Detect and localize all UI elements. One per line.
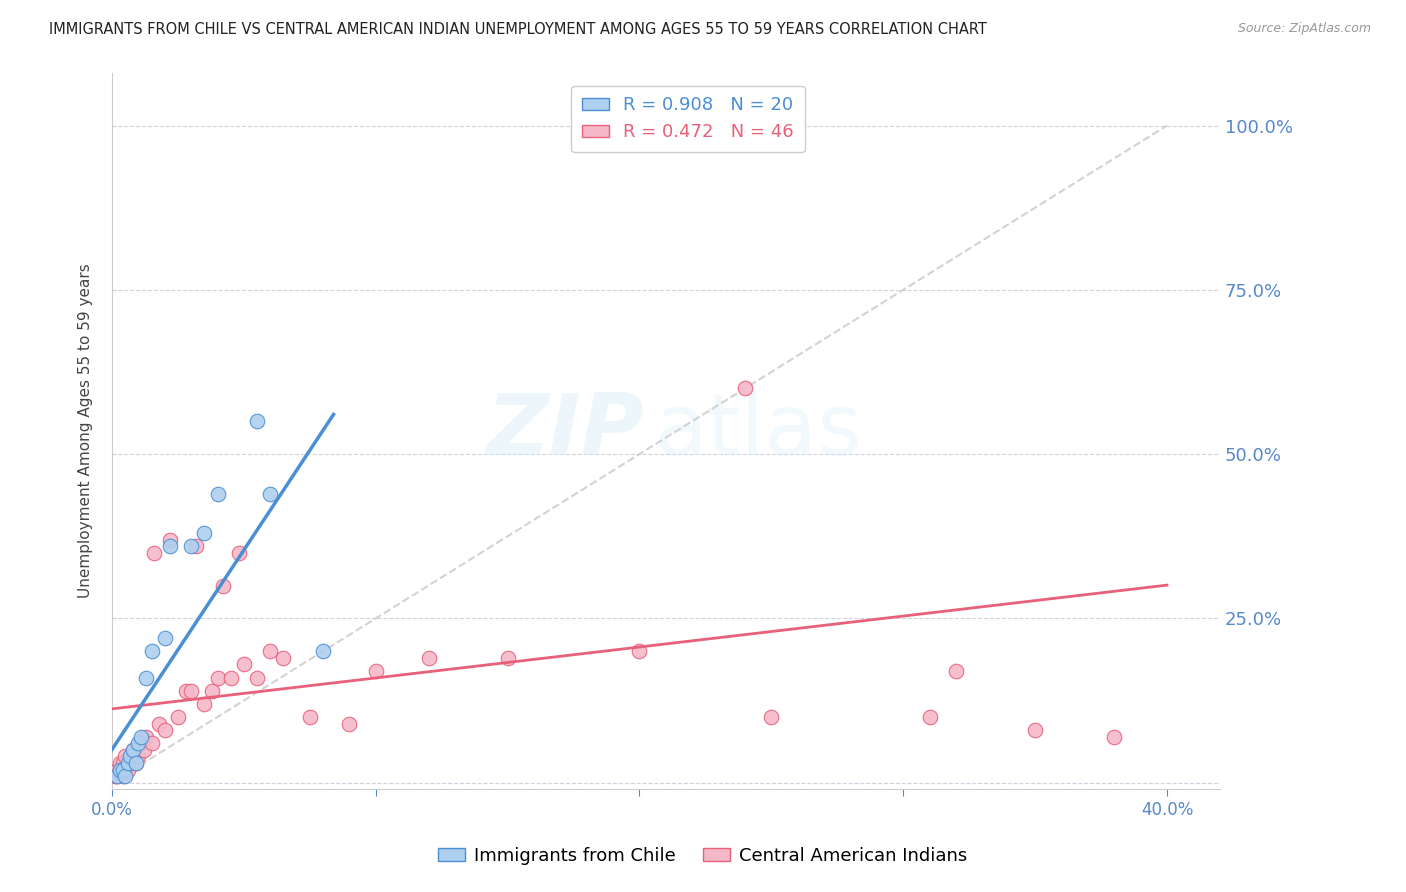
Point: [141, 736, 163, 750]
Legend: Immigrants from Chile, Central American Indians: Immigrants from Chile, Central American …: [432, 840, 974, 872]
Text: IMMIGRANTS FROM CHILE VS CENTRAL AMERICAN INDIAN UNEMPLOYMENT AMONG AGES 55 TO 5: IMMIGRANTS FROM CHILE VS CENTRAL AMERICA…: [49, 22, 987, 37]
Point: [228, 546, 250, 560]
Point: [1102, 730, 1125, 744]
Point: [108, 763, 131, 777]
Point: [201, 683, 224, 698]
Point: [105, 769, 128, 783]
Point: [135, 671, 157, 685]
Point: [246, 671, 269, 685]
Point: [153, 631, 176, 645]
Point: [108, 756, 131, 770]
Point: [219, 671, 242, 685]
Text: atlas: atlas: [655, 390, 863, 473]
Point: [129, 736, 152, 750]
Point: [628, 644, 651, 658]
Point: [120, 749, 142, 764]
Point: [127, 736, 149, 750]
Point: [207, 486, 229, 500]
Point: [193, 697, 215, 711]
Point: [298, 710, 321, 724]
Point: [117, 763, 139, 777]
Point: [246, 414, 269, 428]
Text: Source: ZipAtlas.com: Source: ZipAtlas.com: [1237, 22, 1371, 36]
Point: [945, 664, 967, 678]
Point: [364, 664, 387, 678]
Point: [104, 769, 127, 783]
Point: [259, 644, 281, 658]
Point: [125, 756, 148, 770]
Point: [120, 756, 142, 770]
Point: [153, 723, 176, 737]
Point: [734, 381, 756, 395]
Point: [114, 769, 136, 783]
Point: [207, 671, 229, 685]
Legend: R = 0.908   N = 20, R = 0.472   N = 46: R = 0.908 N = 20, R = 0.472 N = 46: [571, 86, 804, 153]
Point: [143, 546, 166, 560]
Point: [159, 533, 181, 547]
Point: [127, 749, 149, 764]
Point: [117, 756, 139, 770]
Point: [122, 743, 145, 757]
Point: [159, 539, 181, 553]
Point: [174, 683, 197, 698]
Point: [167, 710, 190, 724]
Point: [211, 578, 233, 592]
Text: ZIP: ZIP: [486, 390, 644, 473]
Point: [129, 730, 152, 744]
Point: [111, 763, 134, 777]
Point: [135, 730, 157, 744]
Point: [496, 650, 519, 665]
Point: [186, 539, 208, 553]
Point: [114, 763, 136, 777]
Point: [418, 650, 440, 665]
Point: [122, 743, 145, 757]
Point: [122, 749, 145, 764]
Point: [180, 683, 202, 698]
Point: [141, 644, 163, 658]
Y-axis label: Unemployment Among Ages 55 to 59 years: Unemployment Among Ages 55 to 59 years: [79, 264, 93, 599]
Point: [575, 119, 598, 133]
Point: [148, 716, 170, 731]
Point: [111, 769, 134, 783]
Point: [918, 710, 941, 724]
Point: [1024, 723, 1046, 737]
Point: [111, 756, 134, 770]
Point: [125, 756, 148, 770]
Point: [105, 763, 128, 777]
Point: [259, 486, 281, 500]
Point: [105, 769, 128, 783]
Point: [232, 657, 254, 672]
Point: [132, 743, 155, 757]
Point: [193, 525, 215, 540]
Point: [337, 716, 360, 731]
Point: [180, 539, 202, 553]
Point: [312, 644, 335, 658]
Point: [761, 710, 783, 724]
Point: [108, 763, 131, 777]
Point: [273, 650, 295, 665]
Point: [114, 749, 136, 764]
